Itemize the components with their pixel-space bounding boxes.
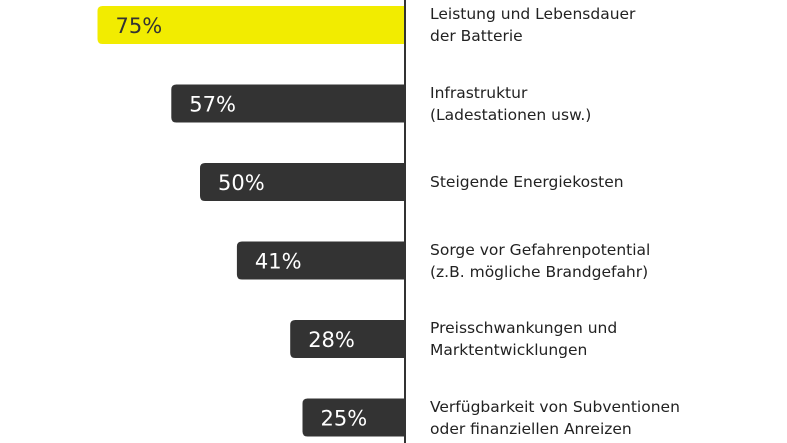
bar (290, 320, 405, 358)
data-label: 50% (218, 171, 265, 195)
category-label: Infrastruktur (Ladestationen usw.) (430, 83, 592, 124)
data-label: 28% (308, 328, 355, 352)
data-label: 57% (189, 93, 236, 117)
category-label: Verfügbarkeit von Subventionen oder fina… (430, 397, 680, 438)
category-label: Leistung und Lebensdauer der Batterie (430, 5, 636, 45)
category-label: Sorge vor Gefahrenpotential (z.B. möglic… (430, 240, 651, 281)
category-label: Steigende Energiekosten (430, 173, 624, 191)
category-label: Preisschwankungen und Marktentwicklungen (430, 319, 618, 359)
data-label: 41% (255, 250, 302, 274)
bar (302, 398, 405, 437)
data-label: 25% (321, 407, 368, 431)
bar (97, 6, 405, 44)
bar (200, 163, 405, 201)
data-label: 75% (116, 14, 163, 38)
bar (236, 241, 405, 280)
bar (171, 84, 405, 123)
